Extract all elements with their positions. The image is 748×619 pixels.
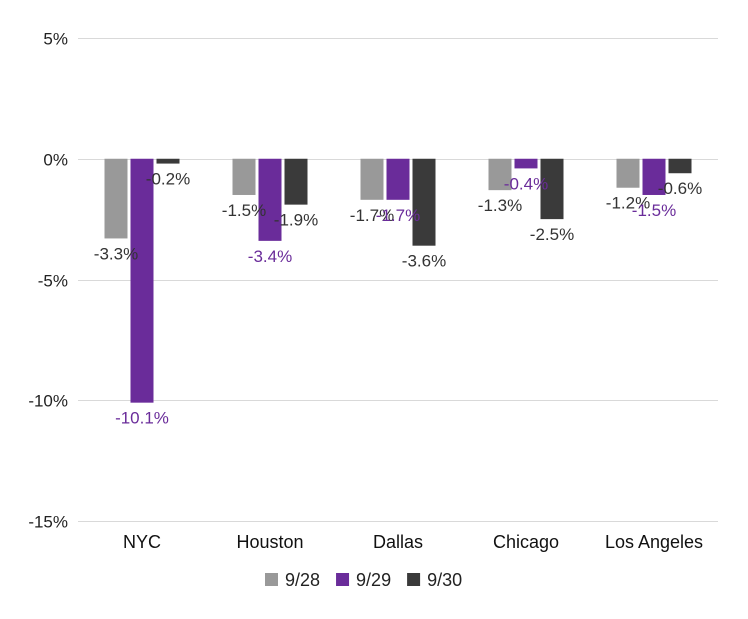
legend-label: 9/30 (427, 570, 462, 590)
bar (104, 158, 128, 239)
category-label: NYC (123, 532, 161, 552)
bar (514, 158, 538, 169)
data-labels: -3.3% -10.1% -0.2% -1.5% -3.4% -1.9% -1.7%-1.7… (94, 170, 702, 428)
category-label: Houston (236, 532, 303, 552)
category-label: Los Angeles (605, 532, 703, 552)
bar (284, 158, 308, 205)
bar (130, 158, 154, 403)
bar (642, 158, 666, 195)
y-axis-ticks: 5% 0% -5% -10% -15% (28, 30, 68, 532)
category-label: Chicago (493, 532, 559, 552)
legend-swatch (265, 573, 278, 586)
bars (104, 158, 692, 403)
y-tick-label: -15% (28, 513, 68, 532)
data-label: -1.5% (222, 201, 266, 220)
legend-label: 9/28 (285, 570, 320, 590)
data-label: -1.7% (350, 206, 394, 225)
data-label: -1.7% (376, 206, 420, 225)
y-tick-label: -10% (28, 392, 68, 411)
y-tick-label: 5% (43, 30, 68, 49)
bar (668, 158, 692, 174)
data-label: -10.1% (115, 409, 169, 428)
legend-swatch (336, 573, 350, 586)
legend-swatch (407, 573, 421, 586)
data-label: -1.9% (274, 211, 318, 230)
data-label: -2.5% (530, 225, 574, 244)
bar (616, 158, 640, 188)
bar (258, 158, 282, 241)
data-label: -1.5% (632, 201, 676, 220)
data-label: -3.3% (94, 244, 138, 263)
gridlines (78, 38, 718, 522)
y-tick-label: -5% (38, 272, 68, 291)
bar (412, 158, 436, 246)
legend: 9/28 9/29 9/30 (265, 570, 462, 590)
legend-label: 9/29 (356, 570, 391, 590)
data-label: -0.6% (658, 179, 702, 198)
x-axis-categories: NYC Houston Dallas Chicago Los Angeles (123, 532, 703, 552)
data-label: -1.2% (606, 194, 650, 213)
data-label: -1.3% (478, 196, 522, 215)
bar (540, 158, 564, 220)
category-label: Dallas (373, 532, 423, 552)
data-label: -0.4% (504, 174, 548, 193)
data-label: -0.2% (146, 170, 190, 189)
bar (232, 158, 256, 195)
bar (360, 158, 384, 200)
bar (156, 158, 180, 164)
data-label: -3.4% (248, 247, 292, 266)
data-label: -3.6% (402, 252, 446, 271)
bar (386, 158, 410, 200)
bar (488, 158, 512, 191)
y-tick-label: 0% (43, 151, 68, 170)
